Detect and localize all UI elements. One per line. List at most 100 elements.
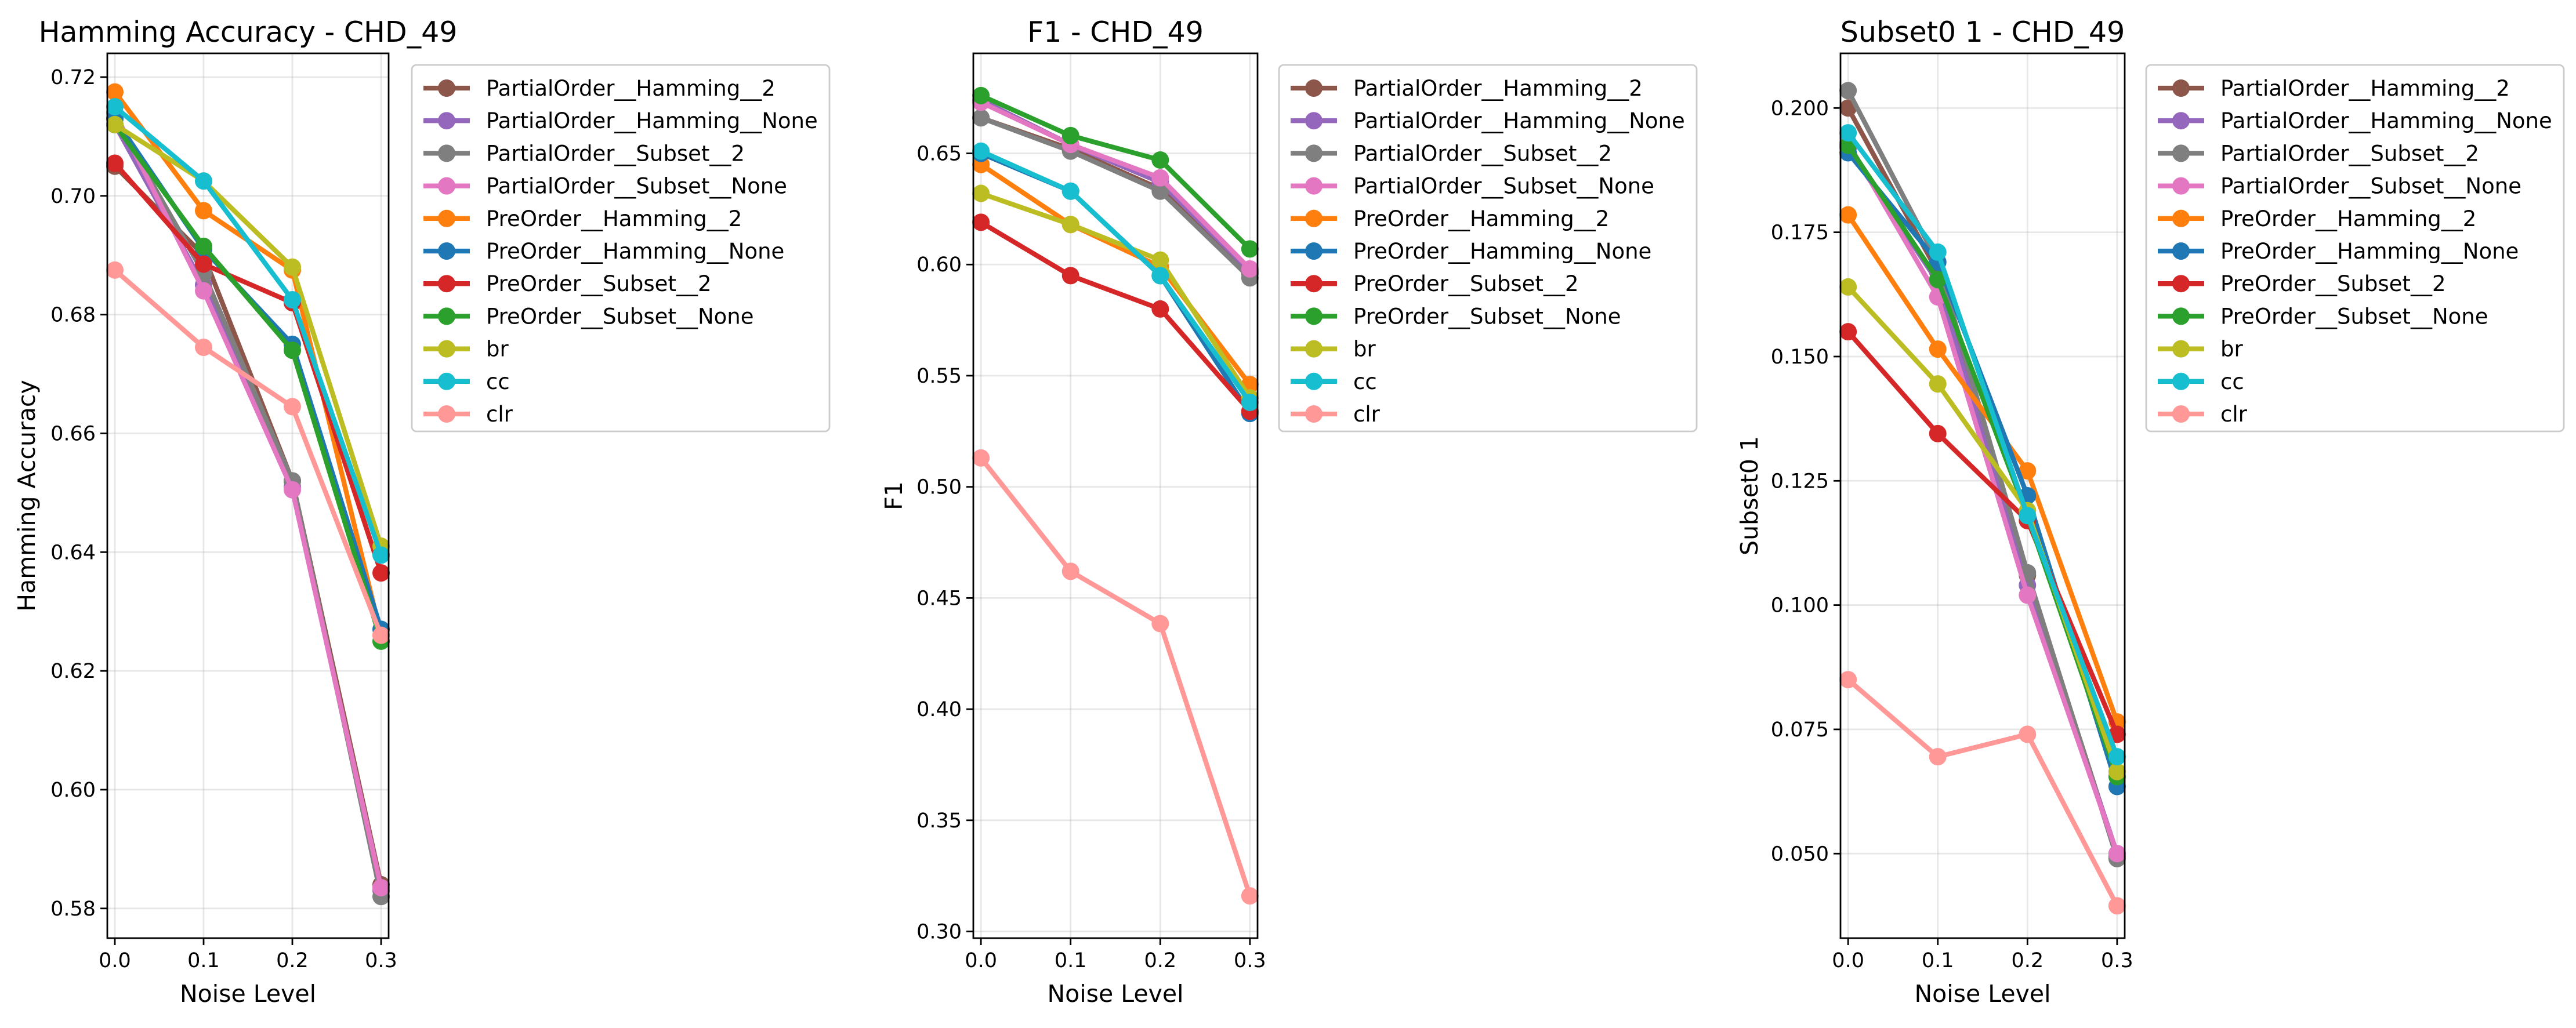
data-point: [1151, 251, 1169, 269]
y-tick-label: 0.35: [916, 809, 962, 833]
data-point: [1061, 216, 1079, 234]
chart-panel: 0.0 0.1 0.2 0.3 0.58 0.60 0.62 0.64 0.66 0.68 0.70…: [13, 16, 831, 1008]
series-PreOrder__Hamming__None: [1839, 144, 2126, 795]
data-point: [1241, 887, 1259, 905]
data-point: [2108, 845, 2126, 863]
data-point: [1151, 267, 1169, 285]
series-cc: [106, 98, 390, 564]
legend-label: PreOrder__Subset__2: [486, 271, 711, 296]
legend-label: PreOrder__Hamming__2: [486, 206, 742, 231]
data-point: [2108, 748, 2126, 766]
legend-item: PartialOrder__Subset__2: [1291, 141, 1612, 166]
series-PreOrder__Subset__None: [972, 86, 1259, 258]
legend-item: PartialOrder__Hamming__None: [2158, 108, 2552, 133]
series-line: [1845, 149, 2121, 790]
legend-marker: [1305, 209, 1323, 227]
legend-marker: [438, 372, 455, 390]
legend-item: PartialOrder__Subset__None: [2158, 174, 2521, 199]
legend-label: PreOrder__Hamming__2: [1353, 206, 1609, 231]
data-point: [195, 237, 213, 255]
series-PartialOrder__Subset__2: [106, 110, 390, 906]
legend-marker: [1305, 372, 1323, 390]
data-point: [1151, 169, 1169, 187]
data-point: [106, 154, 124, 172]
data-point: [2019, 725, 2037, 743]
legend-marker: [438, 275, 455, 293]
legend-label: PartialOrder__Subset__2: [2220, 141, 2479, 166]
legend-item: PreOrder__Hamming__2: [2158, 206, 2476, 231]
series-line: [1845, 328, 2121, 738]
data-point: [1929, 424, 1947, 442]
data-point: [972, 86, 990, 104]
data-point: [372, 546, 390, 564]
legend-label: PreOrder__Subset__None: [486, 304, 753, 329]
legend-item: br: [1291, 337, 1376, 362]
legend-box: [1278, 64, 1698, 433]
legend-label: PreOrder__Hamming__None: [2220, 239, 2519, 264]
x-tick-label: 0.2: [1144, 949, 1176, 972]
legend-label: PreOrder__Subset__None: [1353, 304, 1621, 329]
legend-label: PreOrder__Subset__2: [1353, 271, 1578, 296]
data-point: [106, 115, 124, 133]
data-point: [283, 481, 301, 499]
chart-title: Subset0 1 - CHD_49: [1840, 16, 2125, 49]
y-tick-label: 0.075: [1771, 718, 1829, 742]
legend-marker: [2172, 209, 2190, 227]
y-tick-label: 0.70: [50, 185, 96, 208]
data-point: [1839, 206, 1857, 224]
data-point: [1929, 375, 1947, 393]
legend-label: br: [2220, 337, 2243, 362]
x-tick-label: 0.0: [965, 949, 997, 972]
series-line: [111, 103, 385, 558]
legend-marker: [2172, 177, 2190, 195]
legend-item: PreOrder__Hamming__2: [1291, 206, 1609, 231]
data-point: [972, 142, 990, 160]
y-tick-label: 0.30: [916, 920, 962, 943]
legend-label: br: [486, 337, 509, 362]
legend-item: PartialOrder__Hamming__2: [423, 76, 776, 101]
legend: PartialOrder__Hamming__2 PartialOrder__Ha…: [1278, 64, 1698, 433]
legend-item: PreOrder__Hamming__2: [423, 206, 742, 231]
data-point: [1061, 267, 1079, 285]
legend-marker: [438, 405, 455, 423]
series-line: [1845, 284, 2121, 775]
y-tick-label: 0.175: [1771, 221, 1829, 245]
data-point: [195, 338, 213, 356]
data-point: [1929, 271, 1947, 289]
legend-item: PartialOrder__Subset__None: [1291, 174, 1654, 199]
data-point: [283, 258, 301, 276]
data-point: [1061, 182, 1079, 200]
legend-marker: [438, 177, 455, 195]
series-PartialOrder__Subset__None: [1839, 134, 2126, 863]
x-tick-label: 0.3: [2101, 949, 2133, 972]
plot-frame: [1839, 52, 2126, 939]
legend-label: PartialOrder__Subset__2: [486, 141, 745, 166]
series-line: [977, 114, 1253, 282]
data-point: [283, 342, 301, 359]
legend-item: cc: [2158, 369, 2244, 394]
series-line: [1845, 141, 2121, 780]
series-line: [977, 190, 1253, 402]
legend-box: [2145, 64, 2565, 433]
legend-marker: [438, 242, 455, 260]
series-line: [977, 99, 1253, 273]
data-point: [1839, 323, 1857, 341]
data-point: [972, 109, 990, 127]
data-point: [1151, 300, 1169, 318]
data-point: [1151, 615, 1169, 633]
series-line: [977, 114, 1253, 277]
legend-item: PartialOrder__Hamming__2: [2158, 76, 2510, 101]
data-point: [372, 878, 390, 896]
plot-frame: [106, 52, 390, 939]
data-point: [1929, 340, 1947, 358]
data-point: [1061, 126, 1079, 144]
series-line: [111, 159, 385, 576]
legend-marker: [438, 307, 455, 325]
legend-label: PartialOrder__Hamming__None: [486, 108, 818, 133]
legend-label: PreOrder__Subset__2: [2220, 271, 2445, 296]
series-line: [111, 121, 385, 550]
legend-marker: [1305, 177, 1323, 195]
legend-marker: [2172, 144, 2190, 162]
legend-label: PartialOrder__Hamming__2: [1353, 76, 1643, 101]
